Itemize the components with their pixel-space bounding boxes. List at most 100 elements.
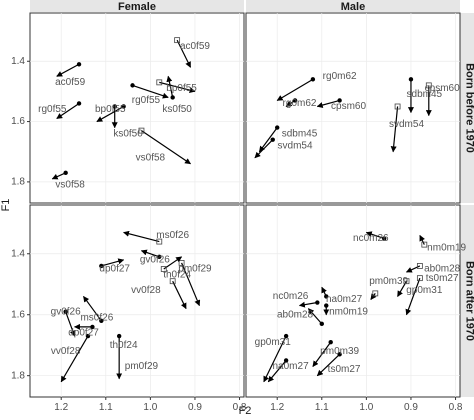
marker-filled-ks0f50 [112, 104, 117, 109]
x-tick-label: 1.0 [143, 402, 157, 413]
marker-open-bp0f55 [156, 79, 163, 86]
x-tick-label: 1.1 [315, 402, 329, 413]
arrow-dp0f27 [101, 258, 125, 267]
point-label-nc0m26: nc0m26 [353, 233, 389, 244]
marker-open-ts0m27 [416, 275, 423, 282]
marker-filled-na0m27 [324, 294, 329, 299]
point-label-rg0f55: rg0f55 [132, 95, 161, 106]
panel-border [245, 12, 461, 204]
point-label-dp0f27: dp0f27 [68, 328, 99, 339]
arrow-vs0f58 [141, 130, 191, 165]
x-tick-label: 1.1 [99, 402, 113, 413]
point-label-vs0f58: vs0f58 [136, 152, 166, 163]
point-label-cpsm60: cpsm60 [425, 83, 460, 94]
marker-open-vs0f58 [138, 127, 145, 134]
strip-label-born-before-1970: Born before 1970 [464, 63, 474, 153]
marker-filled-nm0m19 [324, 303, 329, 308]
x-tick-label: 0.8 [449, 402, 463, 413]
point-label-gv0f26: gv0f26 [140, 254, 170, 265]
point-label-ks0f50: ks0f50 [113, 128, 143, 139]
arrow-vs0f58 [51, 172, 66, 180]
point-label-gv0f26: gv0f26 [51, 306, 81, 317]
marker-filled-rg0f55 [76, 101, 82, 106]
point-label-pm0f29: pm0f29 [125, 361, 159, 372]
arrow-vv0f28 [172, 280, 187, 310]
point-label-svdm54: svdm54 [389, 119, 424, 130]
marker-filled-nc0m26 [382, 236, 387, 241]
point-label-pm0f29: pm0f29 [178, 264, 212, 275]
marker-open-cpsm60 [425, 82, 432, 89]
marker-filled-ks0f50 [170, 95, 175, 100]
marker-open-nm0m19 [421, 241, 428, 248]
strip-label-female: Female [118, 1, 156, 13]
point-label-nm0m19: nm0m19 [427, 242, 466, 253]
point-label-th0f24: th0f24 [163, 270, 191, 281]
marker-filled-vs0f58 [63, 170, 68, 176]
point-label-ts0m27: ts0m27 [426, 273, 459, 284]
point-label-sdbm45: sdbm45 [407, 89, 443, 100]
point-label-ts0m27: ts0m27 [328, 364, 361, 375]
arrow-th0f24 [163, 256, 183, 270]
arrow-ks0f50 [166, 75, 174, 98]
arrow-ac0f59 [56, 63, 80, 77]
marker-open-th0f24 [160, 266, 167, 272]
strip-male-bg [246, 0, 460, 12]
y-tick-label: 1.8 [11, 370, 25, 381]
point-label-pm0m39: pm0m39 [320, 346, 359, 357]
arrow-pm0f29 [181, 262, 201, 307]
panel-0-1 [29, 204, 245, 398]
strip-before-1970-bg [459, 13, 474, 203]
marker-filled-bp0f55 [121, 104, 126, 109]
x-tick-label: 0.9 [188, 402, 202, 413]
marker-filled-cpsm60 [337, 98, 342, 103]
arrow-ts0m27 [405, 277, 421, 316]
strip-label-male: Male [341, 1, 365, 13]
arrow-vv0f28 [60, 335, 89, 383]
marker-filled-vv0f28 [85, 333, 91, 339]
arrow-ts0m27 [316, 353, 341, 377]
marker-filled-ts0m27 [337, 352, 342, 357]
marker-open-ms0f26 [156, 238, 163, 245]
marker-filled-rg0f55 [130, 83, 135, 88]
arrow-gp0m31 [263, 335, 287, 383]
marker-filled-rg0m62 [310, 77, 316, 82]
point-label-ks0f50: ks0f50 [162, 104, 192, 115]
point-label-ab0m28: ab0m28 [424, 264, 461, 275]
arrow-nc0m26 [307, 308, 323, 325]
arrow-rg0f55 [56, 102, 80, 120]
marker-open-ab0m28 [416, 263, 423, 269]
point-label-rg0f55: rg0f55 [38, 104, 67, 115]
point-label-vv0f28: vv0f28 [51, 346, 81, 357]
strip-after-1970-bg [459, 205, 474, 397]
marker-filled-dp0f27 [90, 324, 95, 330]
marker-filled-na0m27 [283, 358, 289, 363]
point-label-vs0f58: vs0f58 [55, 180, 85, 191]
point-label-vv0f28: vv0f28 [131, 285, 161, 296]
strip-female-bg [30, 0, 244, 12]
marker-filled-gv0f26 [157, 254, 162, 260]
y-tick-label: 1.8 [11, 177, 25, 188]
panel-border [29, 204, 245, 398]
marker-filled-sdbm45 [275, 125, 280, 130]
arrow-ms0f26 [123, 230, 160, 243]
point-label-bp0f55: bp0f55 [166, 83, 197, 94]
axes-layer: 1.2 1.1 1.0 0.9 0.8 1.2 1.1 1.0 0.9 0.8 1.4 1.6 1.8 1… [11, 56, 463, 413]
arrow-cpsm60 [316, 99, 340, 108]
point-label-gp0m31: gp0m31 [255, 337, 292, 348]
marker-filled-rg0m62 [292, 98, 298, 103]
point-label-ab0m28: ab0m28 [277, 309, 314, 320]
point-label-ms0f26: ms0f26 [156, 230, 189, 241]
point-label-na0m27: na0m27 [273, 361, 310, 372]
strip-label-born-after-1970: Born after 1970 [464, 261, 474, 341]
point-label-na0m27: na0m27 [326, 294, 363, 305]
arrow-gv0f26 [140, 249, 160, 258]
point-label-sdbm45: sdbm45 [282, 128, 318, 139]
marker-filled-ms0f26 [99, 318, 104, 324]
arrow-na0m27 [267, 360, 287, 383]
marker-filled-th0f24 [116, 333, 122, 339]
arrow-svdm54 [254, 139, 274, 159]
arrow-svdm54 [390, 106, 399, 153]
